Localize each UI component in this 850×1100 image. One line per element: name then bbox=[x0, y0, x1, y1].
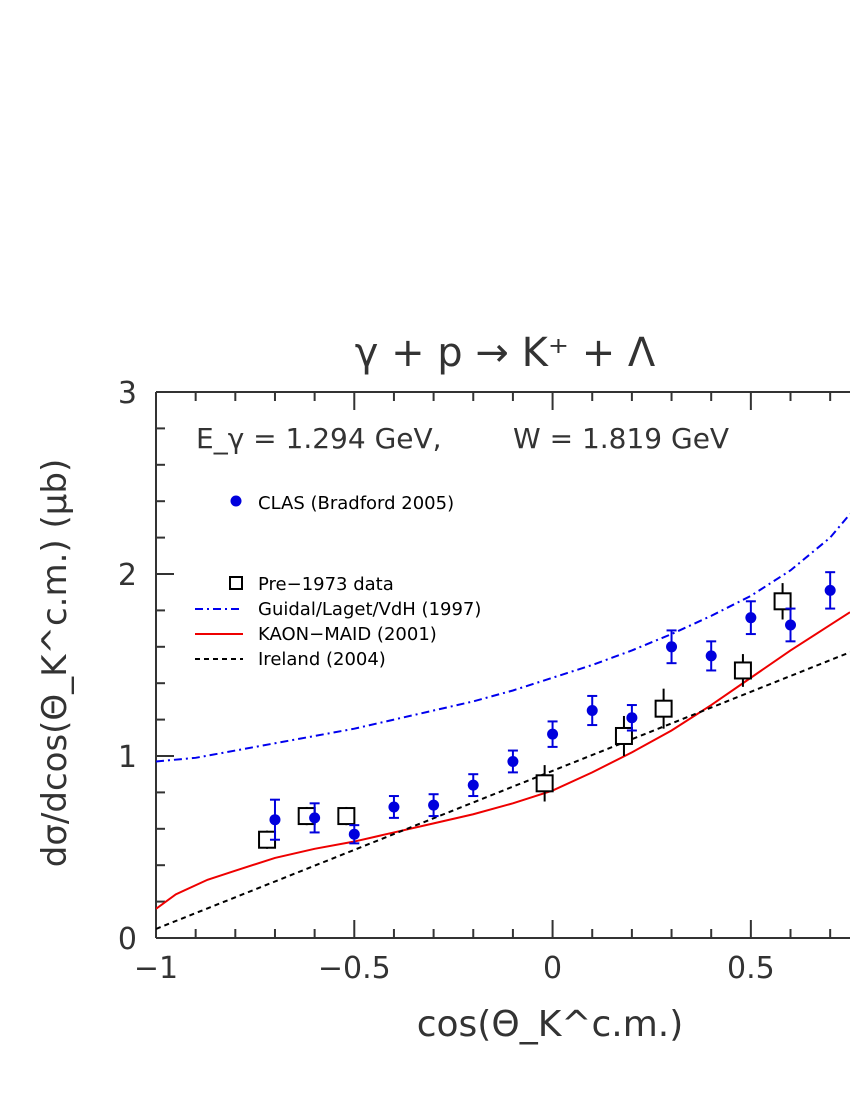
clas-point bbox=[467, 779, 479, 791]
clas-point bbox=[348, 828, 360, 840]
y-tick-label: 2 bbox=[118, 558, 137, 593]
x-axis-label: cos(Θ_K^c.m.) bbox=[417, 1004, 684, 1045]
clas-point bbox=[626, 712, 638, 724]
y-tick-label: 3 bbox=[118, 376, 137, 411]
pre1973-point bbox=[733, 661, 752, 680]
pre1973-point bbox=[773, 592, 792, 611]
pre1973-point bbox=[535, 774, 554, 793]
legend-label-guidal: Guidal/Laget/VdH (1997) bbox=[258, 599, 481, 620]
plot-area: −1 −0.5 0 0.5 0 1 2 3 CLAS (Bradford 2005) Pre−19… bbox=[118, 376, 850, 986]
clas-point bbox=[785, 619, 797, 631]
kaon-maid-curve bbox=[156, 611, 850, 910]
legend-marker-pre1973 bbox=[229, 576, 243, 590]
ireland-curve bbox=[156, 651, 850, 930]
clas-point bbox=[388, 801, 400, 813]
legend-label-pre1973: Pre−1973 data bbox=[258, 574, 394, 595]
clas-point bbox=[269, 814, 281, 826]
y-tick-label: 0 bbox=[118, 922, 137, 957]
clas-point bbox=[547, 728, 559, 740]
x-tick-label: 0.5 bbox=[727, 951, 775, 986]
annotation-energy: E_γ = 1.294 GeV, bbox=[196, 422, 442, 455]
clas-point bbox=[824, 584, 836, 596]
clas-point bbox=[745, 612, 757, 624]
pre1973-point bbox=[337, 807, 356, 826]
guidal-curve bbox=[156, 513, 850, 763]
clas-point bbox=[309, 812, 321, 824]
annotation-w: W = 1.819 GeV bbox=[513, 422, 729, 455]
legend-label-clas: CLAS (Bradford 2005) bbox=[258, 493, 454, 514]
legend-label-ireland: Ireland (2004) bbox=[258, 649, 386, 670]
legend-marker-clas bbox=[230, 495, 242, 507]
y-axis-label: dσ/dcos(Θ_K^c.m.) (μb) bbox=[35, 459, 75, 867]
y-tick-label: 1 bbox=[118, 740, 137, 775]
legend-label-kaon-maid: KAON−MAID (2001) bbox=[258, 624, 437, 645]
clas-point bbox=[705, 650, 717, 662]
x-tick-label: −1 bbox=[134, 951, 178, 986]
pre1973-point bbox=[654, 699, 673, 718]
clas-point bbox=[428, 799, 440, 811]
pre1973-point bbox=[614, 726, 633, 745]
x-tick-label: −0.5 bbox=[318, 951, 391, 986]
clas-point bbox=[666, 641, 678, 653]
clas-point bbox=[586, 705, 598, 716]
x-tick-label: 0 bbox=[543, 951, 562, 986]
clas-point bbox=[507, 755, 519, 767]
chart-title: γ + p → K⁺ + Λ bbox=[355, 330, 656, 376]
